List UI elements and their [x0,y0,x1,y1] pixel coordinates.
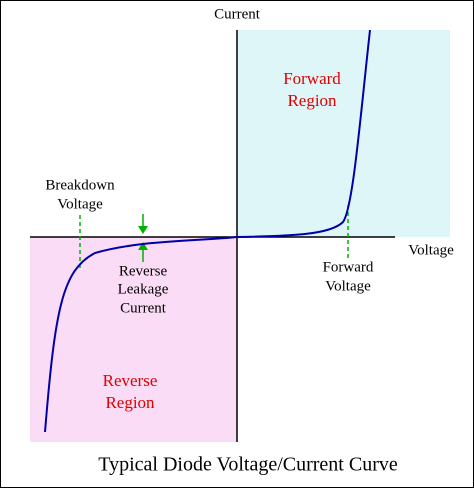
annotation: Current [120,300,167,316]
forward-region [237,30,450,237]
arrow-head [138,226,148,234]
region-label: Reverse [103,371,158,390]
arrow-head [138,242,148,250]
region-label: Forward [283,69,341,88]
annotation: Voltage [325,278,371,294]
annotation: Reverse [119,263,168,279]
caption: Typical Diode Voltage/Current Curve [98,454,398,476]
annotation: Forward [323,259,374,275]
region-label: Region [287,91,337,110]
reverse-region [30,237,237,442]
y-axis-label: Current [214,6,261,22]
region-label: Region [105,393,155,412]
annotation: Leakage [118,281,169,297]
x-axis-label: Voltage [408,242,454,258]
annotation: Voltage [57,196,103,212]
iv-curve [44,29,371,433]
annotation: Breakdown [45,177,115,193]
